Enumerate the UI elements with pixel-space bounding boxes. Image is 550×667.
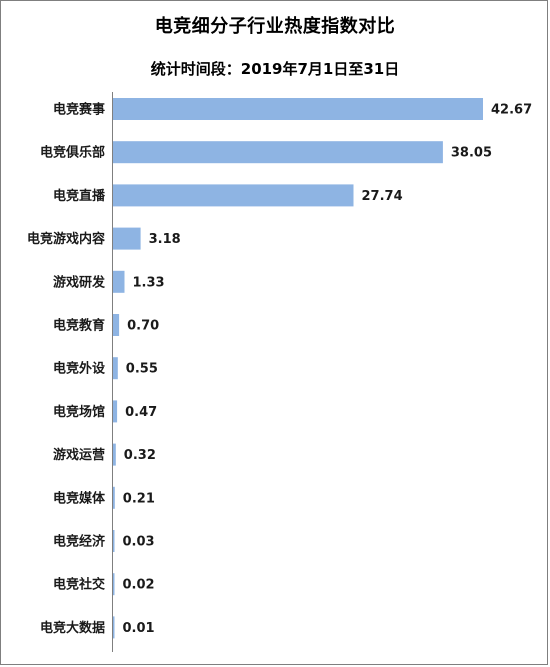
bar-2 (113, 141, 443, 164)
bars-group: 电竞赛事 42.67 电竞俱乐部 38.05 电竞直播 27.74 电竞游戏内容 3.18 游戏… (27, 98, 532, 639)
category-label: 电竞媒体 (53, 490, 106, 506)
category-label: 电竞经济 (53, 534, 106, 550)
category-label: 电竞大数据 (40, 620, 105, 636)
category-label: 电竞社交 (53, 577, 105, 593)
data-label: 42.67 (491, 103, 532, 118)
category-label: 游戏研发 (53, 274, 106, 290)
category-label: 电竞教育 (53, 318, 105, 334)
bar-8 (113, 400, 118, 423)
category-label: 电竞游戏内容 (27, 231, 105, 247)
chart-title: 电竞细分子行业热度指数对比 (154, 16, 396, 37)
data-label: 0.70 (127, 319, 159, 334)
bar-12 (113, 573, 115, 596)
category-label: 游戏运营 (53, 447, 105, 463)
bar-9 (113, 443, 116, 466)
data-label: 27.74 (362, 189, 403, 204)
category-label: 电竞外设 (53, 361, 106, 377)
data-label: 0.21 (123, 491, 155, 506)
data-label: 0.02 (123, 578, 155, 593)
data-label: 0.03 (123, 535, 155, 550)
data-label: 0.32 (124, 448, 156, 463)
bar-10 (113, 486, 115, 509)
chart-subtitle: 统计时间段：2019年7月1日至31日 (150, 60, 400, 78)
bar-11 (113, 530, 115, 552)
category-label: 电竞直播 (53, 188, 106, 204)
data-label: 0.01 (123, 621, 155, 636)
bar-5 (113, 270, 125, 293)
bar-7 (113, 357, 118, 380)
data-label: 1.33 (133, 275, 165, 290)
data-label: 0.55 (126, 362, 158, 377)
category-label: 电竞赛事 (53, 102, 105, 118)
category-label: 电竞俱乐部 (40, 145, 105, 161)
data-label: 38.05 (451, 146, 492, 161)
category-label: 电竞场馆 (53, 404, 105, 420)
data-label: 0.47 (125, 405, 157, 420)
bar-13 (113, 616, 115, 639)
bar-6 (113, 314, 120, 336)
bar-1 (113, 98, 483, 120)
data-label: 3.18 (149, 232, 181, 247)
bar-3 (113, 184, 354, 207)
bar-4 (113, 227, 141, 250)
